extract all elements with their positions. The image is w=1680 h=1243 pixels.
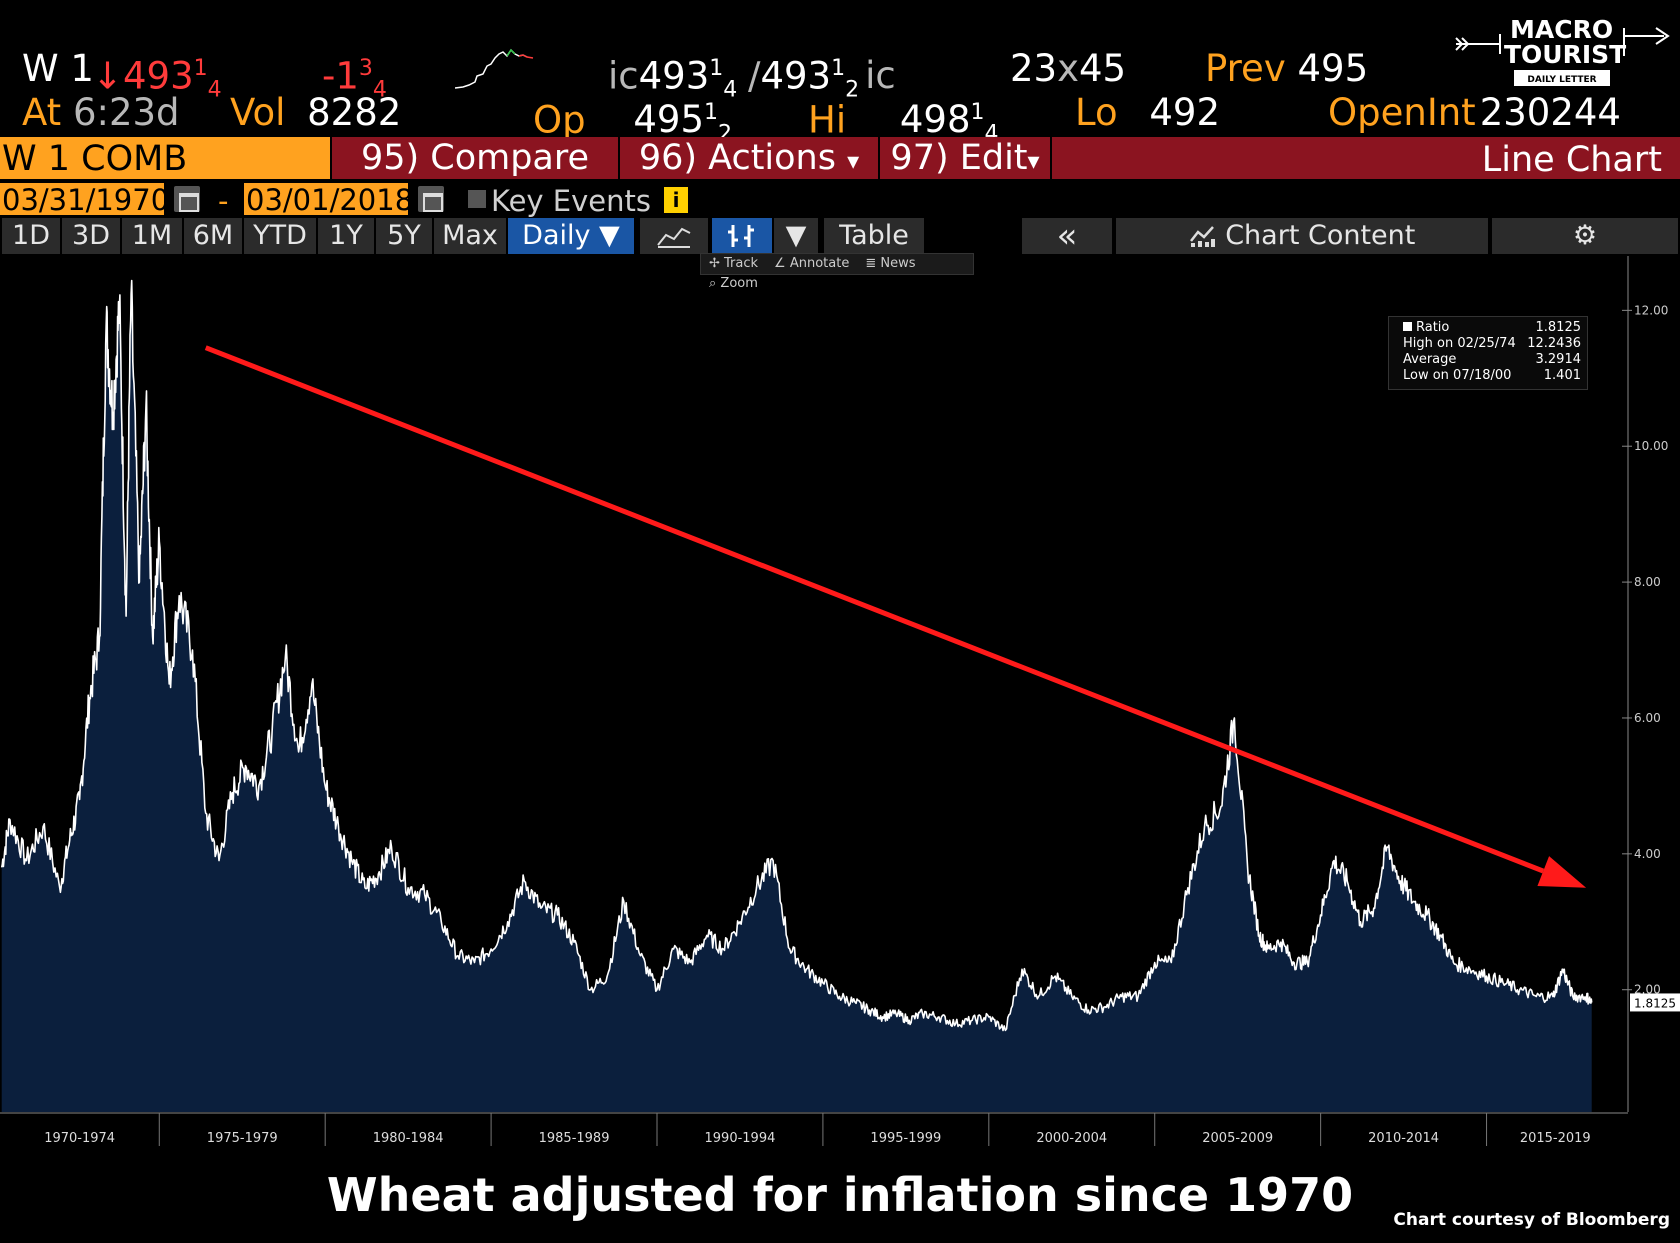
calendar-icon[interactable] (418, 186, 444, 212)
line-chart-icon (657, 227, 691, 248)
y-tick-label: 2.00 (1634, 983, 1661, 997)
y-tick-label: 8.00 (1634, 575, 1661, 589)
range-3d-button[interactable]: 3D (62, 218, 120, 254)
net-change: -134 (322, 54, 387, 103)
ohlc-bars-icon (728, 225, 754, 247)
series-line (0, 279, 1593, 1032)
calendar-icon[interactable] (174, 186, 200, 212)
legend-row: Average 3.2914 (1403, 352, 1581, 367)
high-price: Hi 49814 (808, 98, 999, 147)
chevron-down-icon: ▾ (847, 147, 860, 175)
actions-button[interactable]: 96) Actions ▾ (618, 137, 878, 179)
range-5y-button[interactable]: 5Y (376, 218, 432, 254)
y-tick-label: 12.00 (1634, 303, 1668, 317)
y-tick-label: 10.00 (1634, 439, 1668, 453)
chart-title: Wheat adjusted for inflation since 1970 (326, 1168, 1354, 1222)
period-dropdown[interactable]: Daily ▼ (508, 218, 634, 254)
chart-tools: ✢ Track ∠ Annotate ≣ News ⌕ Zoom (700, 253, 974, 291)
last-value-box (1630, 993, 1680, 1012)
collapse-button[interactable]: « (1022, 218, 1112, 254)
key-events-label: Key Events (491, 184, 651, 218)
bid-ask-size: 23x45 (1010, 47, 1127, 90)
double-chevron-left-icon: « (1056, 216, 1078, 256)
range-6m-button[interactable]: 6M (184, 218, 242, 254)
ticker-label: W 1 (22, 47, 94, 90)
chart-content-icon (1189, 226, 1215, 247)
start-date-field[interactable]: 03/31/1970 (0, 183, 170, 217)
zoom-tool[interactable]: ⌕ Zoom (709, 276, 758, 291)
ask-price: /49312 ic (748, 54, 896, 103)
trend-arrow-line (204, 345, 1545, 874)
bid-price: ic49314 (608, 54, 738, 103)
compare-button[interactable]: 95) Compare (330, 137, 618, 179)
last-price: ↓49314 (92, 54, 222, 103)
series-area (1, 280, 1592, 1112)
toolbar-spacer (1050, 137, 1054, 179)
x-tick-label: 2000-2004 (1036, 1131, 1107, 1146)
end-date-field[interactable]: 03/01/2018 (244, 183, 414, 217)
x-tick-label: 1970-1974 (44, 1131, 115, 1146)
news-tool[interactable]: ≣ News (865, 256, 916, 271)
gear-icon: ⚙ (1572, 220, 1598, 251)
x-tick-label: 1990-1994 (705, 1131, 776, 1146)
down-arrow-icon: ↓ (92, 54, 124, 98)
range-1y-button[interactable]: 1Y (318, 218, 374, 254)
last-value-label: 1.8125 (1634, 996, 1676, 1010)
range-max-button[interactable]: Max (434, 218, 506, 254)
legend-row: Low on 07/18/00 1.401 (1403, 368, 1581, 383)
annotate-tool[interactable]: ∠ Annotate (774, 256, 850, 271)
security-field[interactable]: W 1 COMB Comdty (0, 137, 330, 223)
x-tick-label: 1985-1989 (539, 1131, 610, 1146)
info-icon[interactable]: i (664, 187, 688, 213)
date-separator: - (218, 184, 229, 218)
range-1m-button[interactable]: 1M (122, 218, 182, 254)
svg-text:DAILY LETTER: DAILY LETTER (1527, 75, 1596, 85)
low-price: Lo 492 (1075, 91, 1220, 134)
track-tool[interactable]: ✢ Track (709, 256, 759, 271)
line-style-button[interactable] (640, 218, 708, 254)
chevron-down-icon: ▾ (1027, 147, 1040, 175)
chart-legend: Ratio 1.8125 High on 02/25/74 12.2436 Aver… (1388, 316, 1588, 390)
chart-credit: Chart courtesy of Bloomberg (1393, 1210, 1670, 1230)
price-chart[interactable]: 2.00 4.00 6.00 8.00 10.00 12.00 1.8125 1970-197… (0, 256, 1680, 1156)
x-tick-label: 2005-2009 (1202, 1131, 1273, 1146)
trend-arrow-head (1537, 856, 1587, 888)
x-tick-label: 1995-1999 (870, 1131, 941, 1146)
settings-button[interactable]: ⚙ (1492, 218, 1678, 254)
y-tick-label: 4.00 (1634, 847, 1661, 861)
table-button[interactable]: Table (824, 218, 924, 254)
series-swatch (1403, 322, 1412, 331)
macro-tourist-logo: MACRO TOURIST DAILY LETTER (1455, 15, 1670, 86)
volume: Vol 8282 (230, 91, 402, 134)
style-dropdown[interactable]: ▼ (774, 218, 818, 254)
legend-row: High on 02/25/74 12.2436 (1403, 336, 1581, 351)
svg-text:MACRO: MACRO (1510, 15, 1613, 44)
legend-row: Ratio 1.8125 (1403, 320, 1581, 336)
open-interest: OpenInt 230244 (1328, 91, 1621, 134)
x-tick-label: 1980-1984 (373, 1131, 444, 1146)
intraday-sparkline (455, 48, 534, 89)
svg-text:TOURIST: TOURIST (1504, 40, 1626, 69)
y-tick-label: 6.00 (1634, 711, 1661, 725)
chart-content-button[interactable]: Chart Content (1116, 218, 1488, 254)
range-ytd-button[interactable]: YTD (244, 218, 316, 254)
last-time: At 6:23d (22, 91, 180, 134)
bar-style-button[interactable] (712, 218, 772, 254)
x-tick-label: 2010-2014 (1368, 1131, 1439, 1146)
x-tick-label: 1975-1979 (207, 1131, 278, 1146)
open-price: Op 49512 (533, 98, 732, 147)
x-tick-label: 2015-2019 (1520, 1131, 1591, 1146)
key-events-checkbox[interactable] (468, 190, 486, 208)
edit-button[interactable]: 97) Edit▾ (878, 137, 1050, 179)
chart-type-label[interactable]: Line Chart (1481, 140, 1662, 180)
range-1d-button[interactable]: 1D (2, 218, 60, 254)
prev-close: Prev 495 (1205, 47, 1369, 90)
